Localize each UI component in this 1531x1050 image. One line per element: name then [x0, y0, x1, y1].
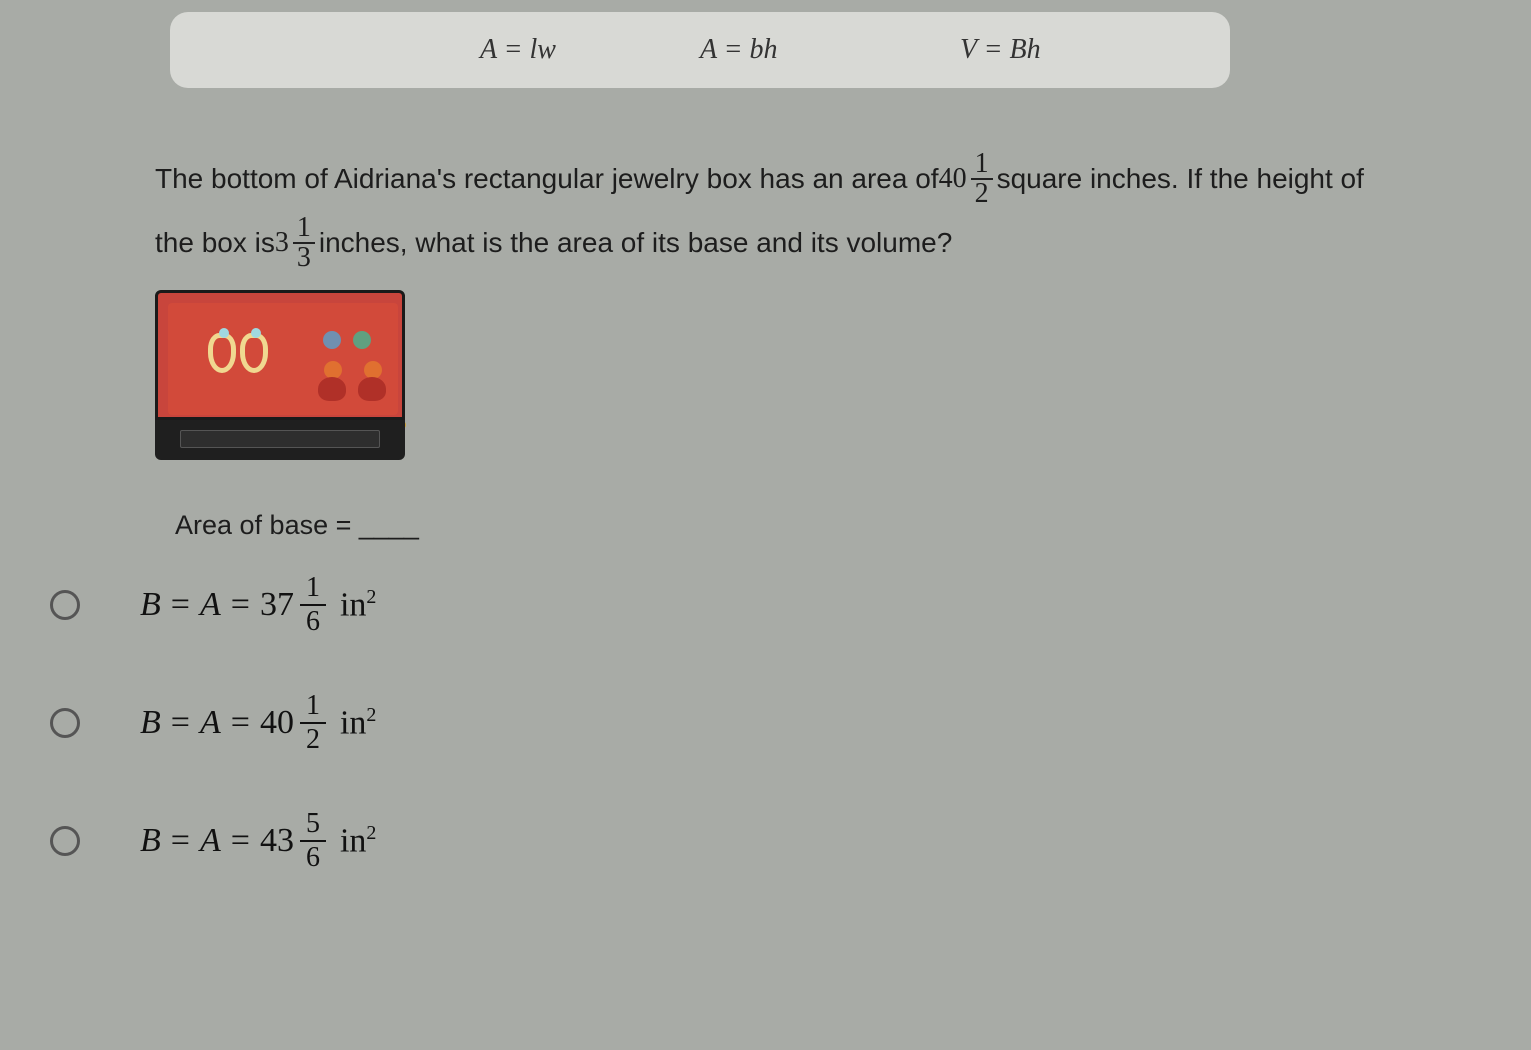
radio-button[interactable]: [50, 708, 80, 738]
ring-icon: [240, 333, 268, 373]
question-part3: the box is: [155, 222, 275, 264]
radio-button[interactable]: [50, 590, 80, 620]
question-text: The bottom of Aidriana's rectangular jew…: [155, 150, 1495, 272]
whole-number: 43: [260, 822, 294, 860]
option-b[interactable]: B = A = 40 1 2 in2: [50, 688, 950, 758]
var-B: B: [140, 586, 161, 624]
option-c-math: B = A = 43 5 6 in2: [140, 810, 376, 872]
area-fraction: 1 2: [971, 150, 993, 208]
whole-number: 40: [260, 704, 294, 742]
radio-button[interactable]: [50, 826, 80, 856]
question-part4: inches, what is the area of its base and…: [319, 222, 952, 264]
formula-area-bh: A = bh: [700, 34, 778, 66]
var-A: A: [200, 586, 221, 624]
box-lid: [155, 290, 405, 420]
question-part2: square inches. If the height of: [997, 158, 1364, 200]
fraction: 1 2: [300, 692, 326, 754]
jewelry-box-image: [155, 290, 405, 460]
var-B: B: [140, 704, 161, 742]
ring-icon: [208, 333, 236, 373]
frac-den: 6: [300, 842, 326, 872]
frac-num: 1: [300, 574, 326, 606]
option-b-math: B = A = 40 1 2 in2: [140, 692, 376, 754]
fraction: 1 6: [300, 574, 326, 636]
figurine-icon: [318, 361, 348, 401]
frac-num: 5: [300, 810, 326, 842]
area-frac-den: 2: [971, 180, 993, 208]
unit: in2: [340, 704, 376, 742]
option-a[interactable]: B = A = 37 1 6 in2: [50, 570, 950, 640]
area-of-base-label: Area of base = ____: [175, 510, 419, 541]
height-fraction: 1 3: [293, 214, 315, 272]
formula-volume: V = Bh: [960, 34, 1041, 66]
area-frac-num: 1: [971, 150, 993, 180]
formula-bar: A = lw A = bh V = Bh: [170, 12, 1230, 88]
box-interior: [168, 303, 398, 415]
height-whole: 3: [275, 222, 289, 264]
frac-den: 2: [300, 724, 326, 754]
gem-icon: [353, 331, 371, 349]
var-A: A: [200, 704, 221, 742]
frac-num: 1: [300, 692, 326, 724]
unit: in2: [340, 822, 376, 860]
whole-number: 37: [260, 586, 294, 624]
height-frac-num: 1: [293, 214, 315, 244]
unit: in2: [340, 586, 376, 624]
question-part1: The bottom of Aidriana's rectangular jew…: [155, 158, 939, 200]
frac-den: 6: [300, 606, 326, 636]
fraction: 5 6: [300, 810, 326, 872]
var-B: B: [140, 822, 161, 860]
var-A: A: [200, 822, 221, 860]
answer-options: B = A = 37 1 6 in2 B = A = 40 1 2 in2: [50, 570, 950, 924]
figurine-icon: [358, 361, 388, 401]
option-a-math: B = A = 37 1 6 in2: [140, 574, 376, 636]
area-whole: 40: [939, 158, 967, 200]
option-c[interactable]: B = A = 43 5 6 in2: [50, 806, 950, 876]
formula-area-lw: A = lw: [480, 34, 556, 66]
box-drawer: [180, 430, 380, 448]
gem-icon: [323, 331, 341, 349]
height-frac-den: 3: [293, 244, 315, 272]
